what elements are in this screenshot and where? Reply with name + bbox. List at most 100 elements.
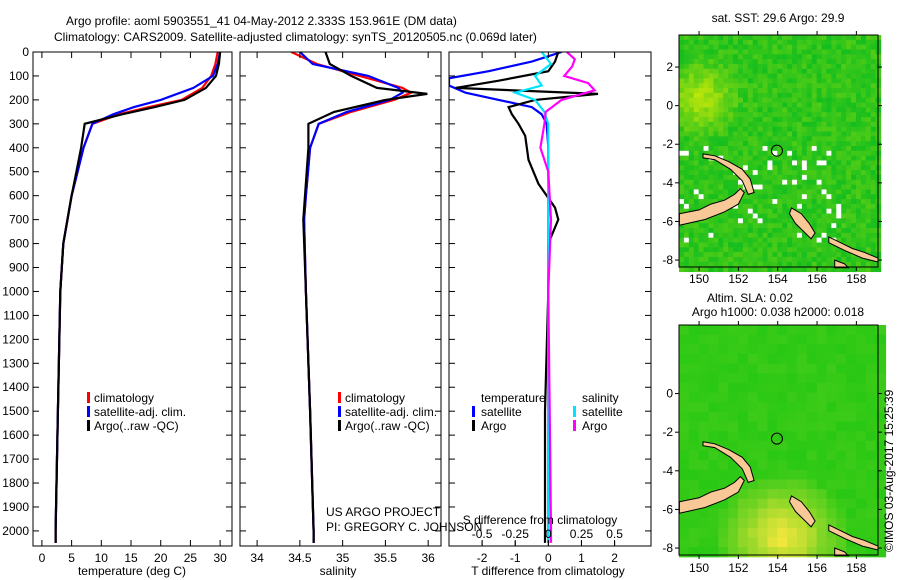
map-cell <box>777 83 783 89</box>
map-cell <box>703 63 710 70</box>
legend-label: satellite <box>582 405 623 419</box>
map-cell <box>698 184 705 191</box>
map-cell <box>679 44 685 51</box>
map-cell <box>683 88 690 94</box>
map-cell <box>792 97 798 104</box>
map-cell <box>855 184 862 191</box>
map-cell <box>826 117 832 123</box>
map-cell <box>816 344 828 355</box>
map-cell <box>816 498 828 510</box>
map-cell <box>865 411 877 423</box>
map-cell <box>737 252 744 258</box>
map-cell <box>777 363 788 374</box>
map-cell <box>762 232 769 239</box>
map-cell <box>801 155 808 162</box>
map-cell <box>679 232 685 239</box>
map-cell <box>703 141 710 147</box>
map-cell <box>846 39 852 46</box>
map-cell <box>723 39 729 46</box>
map-cell <box>787 218 793 224</box>
map-cell <box>772 242 778 248</box>
map-cell <box>713 189 719 195</box>
map-cell <box>772 218 778 224</box>
map-cell <box>757 136 764 142</box>
map-cell <box>703 44 710 51</box>
map-cell <box>816 479 828 490</box>
map-cell <box>841 121 847 128</box>
map-cell <box>767 440 778 452</box>
map-cell <box>821 107 828 113</box>
map-cell <box>841 228 847 234</box>
map-cell <box>821 218 828 224</box>
map-cell <box>826 325 837 336</box>
map-cell <box>767 88 774 94</box>
map-cell <box>836 537 847 548</box>
map-cell <box>796 247 803 253</box>
map-cell <box>747 213 754 219</box>
map-cell <box>836 174 842 181</box>
map-cell <box>733 39 739 46</box>
map-cell <box>708 431 719 442</box>
salinity-panel: 34 34.5 35 35.5 36 <box>239 51 442 565</box>
map-cell <box>728 421 739 432</box>
map-cell <box>836 199 842 205</box>
map-cell <box>787 402 798 413</box>
map-cell <box>679 256 685 263</box>
map-cell <box>737 373 749 384</box>
map-cell <box>752 141 759 147</box>
map-cell <box>772 194 778 200</box>
map-cell <box>762 237 769 244</box>
map-cell <box>688 402 700 413</box>
map-cell <box>772 92 778 99</box>
map-cell <box>777 527 788 539</box>
map-cell <box>796 179 803 186</box>
map-cell <box>831 121 837 128</box>
map-cell <box>767 170 774 176</box>
map-cell <box>831 136 837 142</box>
map-cell <box>688 325 700 336</box>
map-cell <box>767 68 774 75</box>
map-cell <box>816 88 823 94</box>
map-cell <box>796 78 803 84</box>
x-tick-label: -2 <box>477 551 488 565</box>
map-cell <box>703 97 710 104</box>
map-cell <box>870 237 877 244</box>
map-cell <box>713 83 719 89</box>
map-cell <box>792 256 798 263</box>
map-cell <box>757 242 764 248</box>
map-cell <box>723 83 729 89</box>
map-cell <box>752 247 759 253</box>
map-cell <box>703 102 710 108</box>
map-cell <box>718 68 724 75</box>
map-cell <box>688 121 695 128</box>
map-cell <box>723 73 729 80</box>
map-cell <box>708 266 715 273</box>
map-cell <box>772 136 778 142</box>
map-cell <box>698 121 705 128</box>
map-cell <box>782 44 788 51</box>
map-cell <box>860 97 867 104</box>
map-cell <box>875 373 887 384</box>
map-cell <box>772 213 778 219</box>
map-cell <box>767 256 774 263</box>
map-cell <box>811 160 818 166</box>
map-cell <box>772 102 778 108</box>
map-cell <box>841 92 847 99</box>
map-cell <box>688 44 695 51</box>
map-cell <box>816 218 823 224</box>
map-cell <box>733 252 739 258</box>
map-cell <box>792 117 798 123</box>
map-cell <box>777 73 783 80</box>
map-cell <box>698 450 710 461</box>
map-cell <box>728 170 734 176</box>
map-cell <box>855 107 862 113</box>
series-line-s-argo <box>539 52 597 543</box>
map-cell <box>767 165 774 171</box>
map-cell <box>836 252 842 258</box>
map-cell <box>737 242 744 248</box>
map-cell <box>708 325 719 336</box>
map-cell <box>787 450 798 461</box>
map-cell <box>683 126 690 133</box>
map-cell <box>806 469 818 481</box>
map-cell <box>865 54 872 60</box>
